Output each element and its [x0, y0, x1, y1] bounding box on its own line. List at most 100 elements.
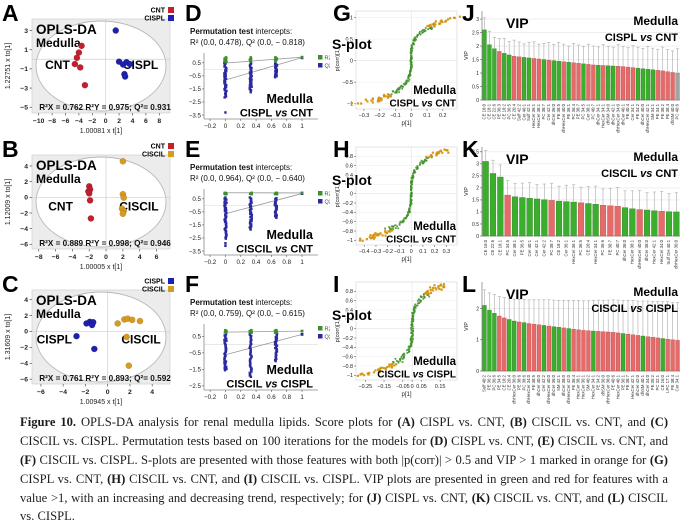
svg-text:VIP: VIP [464, 51, 470, 60]
svg-text:CE 20:4: CE 20:4 [506, 374, 511, 390]
svg-text:−8: −8 [48, 118, 56, 125]
svg-text:−3.5: −3.5 [189, 112, 202, 119]
svg-text:PC 36:5: PC 36:5 [506, 103, 511, 119]
svg-text:dhCer 40:0: dhCer 40:0 [536, 374, 541, 396]
svg-text:−0.2: −0.2 [374, 113, 385, 119]
svg-text:−0.2: −0.2 [204, 123, 217, 130]
svg-text:1.31609 x to[1]: 1.31609 x to[1] [5, 314, 12, 360]
svg-text:CE 16:0: CE 16:0 [660, 374, 665, 390]
svg-text:3.5: 3.5 [472, 150, 479, 156]
svg-text:VIP: VIP [464, 322, 470, 331]
svg-text:1: 1 [300, 123, 304, 130]
svg-text:0.5: 0.5 [472, 84, 479, 90]
svg-text:CISCIL vs CISPL: CISCIL vs CISPL [377, 370, 456, 381]
svg-text:−6: −6 [20, 377, 28, 384]
svg-text:0: 0 [411, 384, 414, 390]
s-plot-g-canvas: −0.3 −0.2 −0.1 0 0.1 0.2 1 0.5 0 −0.5 −1 p[1] p(corr… [331, 10, 461, 127]
svg-text:dhHexCer 42:1: dhHexCer 42:1 [645, 103, 650, 133]
svg-text:VIP: VIP [464, 187, 470, 196]
svg-text:−3.5: −3.5 [189, 248, 202, 255]
svg-text:0: 0 [476, 98, 479, 104]
svg-text:R2: R2 [325, 56, 331, 62]
svg-text:Cer 42:2: Cer 42:2 [542, 239, 547, 256]
svg-text:−2.5: −2.5 [189, 383, 202, 390]
svg-text:HexCer 36:1: HexCer 36:1 [581, 374, 586, 399]
panel-l-vip-plot: L 0 1 2 VIP Sulf 40:2 PE 36:2 PC 36:6 PE 34:5 CE… [462, 273, 683, 408]
svg-text:VIP: VIP [506, 151, 529, 167]
svg-text:Sulf 42:2: Sulf 42:2 [516, 103, 521, 121]
svg-text:PE 38:7: PE 38:7 [625, 374, 630, 390]
svg-text:0: 0 [350, 327, 353, 333]
svg-text:1: 1 [300, 259, 304, 266]
svg-text:PC 38:7: PC 38:7 [549, 239, 554, 255]
svg-text:0: 0 [224, 394, 228, 401]
vip-plot-k-canvas: 0 0.5 1 1.5 2 2.5 3 3.5 VIP CE 16:0 CE 22:6 CE 18:1… [464, 147, 680, 269]
svg-text:−0.4: −0.4 [342, 210, 353, 216]
svg-text:CNT: CNT [45, 58, 70, 72]
svg-text:HexCer 34:0: HexCer 34:0 [659, 239, 664, 264]
svg-text:0: 0 [24, 195, 28, 202]
svg-text:PE 38:5: PE 38:5 [556, 103, 561, 119]
svg-text:0: 0 [24, 329, 28, 336]
svg-text:PC 36:4: PC 36:4 [571, 103, 576, 119]
svg-text:1: 1 [300, 394, 304, 401]
svg-text:R2: R2 [325, 192, 331, 198]
panel-letter-e: E [185, 136, 201, 162]
svg-text:−8: −8 [35, 254, 43, 261]
svg-text:0.4: 0.4 [346, 173, 354, 179]
svg-text:−6: −6 [37, 389, 45, 396]
svg-text:p(corr)[1]: p(corr)[1] [335, 48, 341, 71]
svg-text:CE 18:2: CE 18:2 [501, 103, 506, 119]
svg-text:0: 0 [104, 118, 108, 125]
score-plot-a-canvas: −10 −8 −6 −4 −2 0 2 4 6 8 3 1 −1 −3 −5 1.00081 x t[1] 1.… [5, 7, 174, 135]
svg-text:HexCer 42:1: HexCer 42:1 [652, 239, 657, 264]
svg-text:CISPL vs CNT: CISPL vs CNT [240, 108, 313, 120]
svg-text:−0.2: −0.2 [342, 201, 353, 207]
svg-text:−0.6: −0.6 [342, 355, 353, 361]
svg-text:CISCIL vs CNT: CISCIL vs CNT [386, 235, 456, 246]
svg-text:−0.15: −0.15 [377, 384, 391, 390]
svg-text:PE 34:1: PE 34:1 [655, 103, 660, 119]
svg-text:−1.5: −1.5 [189, 86, 202, 93]
svg-text:−1: −1 [347, 102, 353, 108]
svg-text:R² (0.0, 0.478), Q² (0.0, − 0.: R² (0.0, 0.478), Q² (0.0, − 0.818) [190, 38, 305, 47]
svg-text:0: 0 [410, 113, 413, 119]
svg-text:PE 38:7: PE 38:7 [576, 103, 581, 119]
svg-text:PE 34:2: PE 34:2 [596, 374, 601, 390]
svg-text:0.4: 0.4 [252, 123, 261, 130]
svg-text:−2.5: −2.5 [189, 99, 202, 106]
svg-text:dhCer 36:0: dhCer 36:0 [622, 239, 627, 261]
svg-text:Medulla: Medulla [36, 307, 81, 321]
svg-text:Medulla: Medulla [633, 285, 678, 299]
svg-text:1.00945 x t[1]: 1.00945 x t[1] [80, 399, 122, 406]
svg-text:0.2: 0.2 [236, 394, 245, 401]
svg-text:CE 18:2: CE 18:2 [501, 374, 506, 390]
svg-text:CE 16:0: CE 16:0 [483, 239, 488, 255]
svg-text:p[1]: p[1] [401, 392, 411, 398]
panel-g-s-plot: G −0.3 −0.2 −0.1 0 0.1 0.2 1 0.5 0 −0.5 −1 p[1] p(co… [331, 2, 461, 137]
s-plot-i-canvas: −0.25 −0.15 −0.05 0 0.05 0.150.80.60.40.20−0.… [331, 281, 458, 398]
svg-text:0.8: 0.8 [282, 259, 291, 266]
svg-text:3: 3 [476, 17, 479, 23]
svg-text:0.4: 0.4 [252, 394, 261, 401]
svg-text:−0.2: −0.2 [382, 249, 393, 255]
svg-text:−0.25: −0.25 [359, 384, 373, 390]
svg-text:HexCer 36:1: HexCer 36:1 [531, 103, 536, 128]
svg-text:−0.5: −0.5 [189, 350, 202, 357]
svg-text:PC 36:6: PC 36:6 [492, 374, 497, 390]
svg-text:0.8: 0.8 [282, 394, 291, 401]
svg-text:−0.8: −0.8 [342, 364, 353, 370]
svg-text:2.5: 2.5 [472, 30, 479, 36]
svg-text:1.5: 1.5 [472, 198, 479, 204]
svg-text:0.6: 0.6 [267, 259, 276, 266]
svg-text:CE 22:6: CE 22:6 [492, 103, 497, 119]
svg-text:0.05: 0.05 [416, 384, 427, 390]
svg-text:−1: −1 [347, 238, 353, 244]
svg-text:CNT: CNT [48, 200, 73, 214]
svg-text:1.12009 x to[1]: 1.12009 x to[1] [5, 179, 12, 225]
svg-text:2: 2 [117, 118, 121, 125]
svg-text:CISCIL vs CISPL: CISCIL vs CISPL [226, 379, 313, 391]
svg-text:2: 2 [24, 179, 28, 186]
